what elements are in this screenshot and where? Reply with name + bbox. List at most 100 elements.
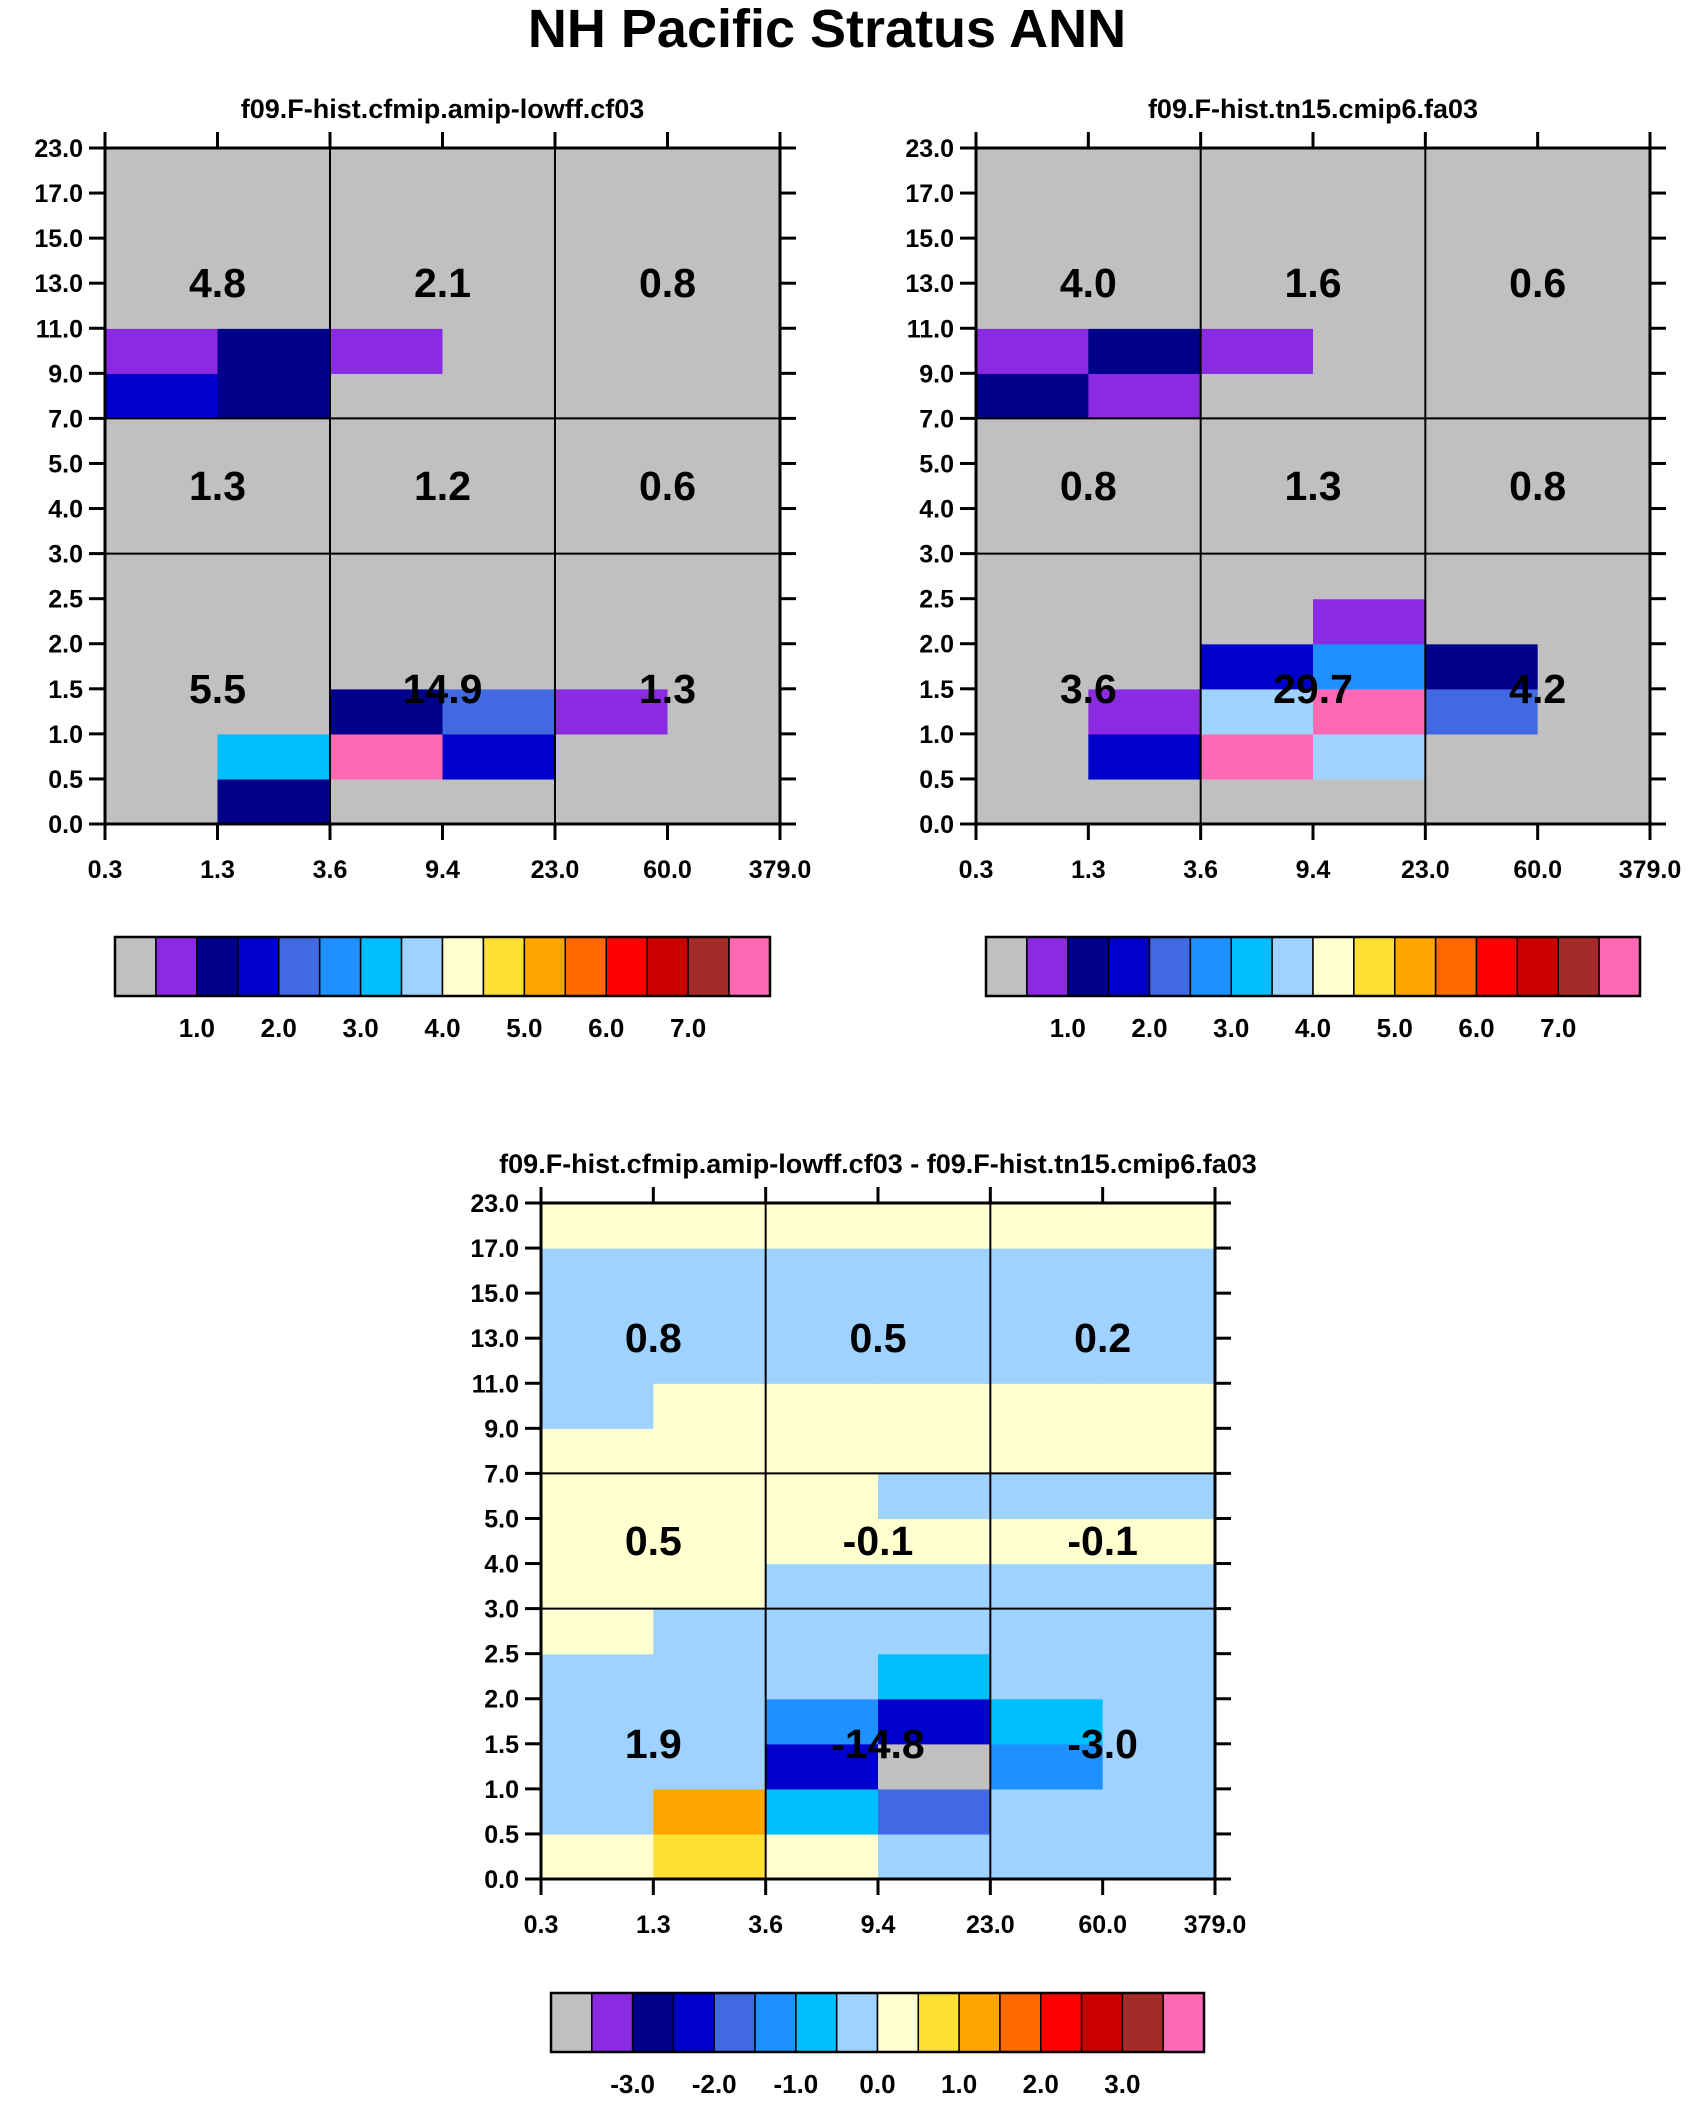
heatmap-cell bbox=[1102, 1743, 1216, 1790]
colorbar-swatch bbox=[1121, 1992, 1164, 2053]
colorbar-label: 7.0 bbox=[670, 1013, 706, 1043]
colorbar-label: 5.0 bbox=[506, 1013, 542, 1043]
y-tick-label: 0.5 bbox=[919, 766, 954, 794]
heatmap-cell bbox=[1537, 688, 1651, 735]
heatmap-cell bbox=[541, 1293, 654, 1339]
colorbar-swatch bbox=[672, 1992, 716, 2053]
heatmap-cell bbox=[1313, 328, 1426, 374]
heatmap-cell bbox=[653, 1428, 767, 1474]
region-value-label: 1.2 bbox=[414, 463, 471, 509]
heatmap-cell bbox=[1200, 778, 1314, 825]
x-tick-label: 60.0 bbox=[643, 856, 692, 884]
colorbar-swatch bbox=[1148, 936, 1192, 997]
heatmap-cell bbox=[667, 553, 781, 600]
colorbar-swatch bbox=[1162, 1992, 1205, 2053]
heatmap-cell bbox=[765, 1248, 879, 1294]
x-tick-label: 0.3 bbox=[959, 856, 994, 884]
heatmap-cell bbox=[541, 1383, 654, 1429]
heatmap-cell bbox=[1537, 418, 1651, 465]
y-tick-label: 15.0 bbox=[470, 1280, 519, 1308]
heatmap-cell bbox=[653, 1833, 767, 1880]
heatmap-cell bbox=[667, 463, 781, 510]
heatmap-cell bbox=[1537, 463, 1651, 510]
colorbar-swatch bbox=[1598, 936, 1641, 997]
heatmap-cell bbox=[1537, 238, 1651, 284]
x-tick-label: 60.0 bbox=[1513, 856, 1562, 884]
heatmap-cell bbox=[1088, 328, 1202, 374]
region-value-label: 1.3 bbox=[639, 666, 696, 712]
y-tick-label: 7.0 bbox=[919, 405, 954, 433]
colorbar-label: 0.0 bbox=[859, 2069, 895, 2099]
colorbar-swatch bbox=[1107, 936, 1151, 997]
colorbar-swatch bbox=[1557, 936, 1600, 997]
colorbar-label: 6.0 bbox=[1458, 1013, 1494, 1043]
heatmap-cell bbox=[442, 418, 556, 465]
colorbar-label: -2.0 bbox=[692, 2069, 737, 2099]
heatmap-cell bbox=[1313, 463, 1426, 510]
heatmap-cell bbox=[1537, 373, 1651, 419]
y-tick-label: 11.0 bbox=[907, 315, 954, 343]
heatmap-cell bbox=[1425, 508, 1539, 555]
heatmap-cell bbox=[990, 1293, 1104, 1339]
heatmap-cell bbox=[667, 418, 781, 465]
heatmap-cell bbox=[667, 193, 781, 239]
heatmap-cell bbox=[1200, 238, 1314, 284]
heatmap-cell bbox=[765, 1698, 879, 1745]
heatmap-cell bbox=[1313, 373, 1426, 419]
colorbar-swatch bbox=[564, 936, 607, 997]
heatmap-cell bbox=[555, 283, 669, 329]
x-tick-label: 23.0 bbox=[966, 1911, 1015, 1939]
heatmap-cell bbox=[330, 553, 444, 600]
heatmap-cell bbox=[217, 148, 331, 194]
heatmap-cell bbox=[765, 1203, 879, 1249]
heatmap-cell bbox=[1425, 643, 1539, 690]
colorbar-swatch bbox=[1394, 936, 1437, 997]
heatmap-cell bbox=[1102, 1698, 1216, 1745]
heatmap-cell bbox=[653, 1653, 767, 1700]
heatmap-cell bbox=[105, 553, 219, 600]
heatmap-cell bbox=[990, 1608, 1104, 1655]
heatmap-cell bbox=[653, 1563, 767, 1610]
heatmap-cell bbox=[653, 1248, 767, 1294]
heatmap-cell bbox=[1088, 553, 1202, 600]
heatmap-cell bbox=[1102, 1203, 1216, 1249]
heatmap-cell bbox=[667, 688, 781, 735]
y-tick-label: 17.0 bbox=[470, 1235, 519, 1263]
heatmap-cell bbox=[976, 148, 1089, 194]
heatmap-cell bbox=[1102, 1473, 1216, 1520]
heatmap-cell bbox=[990, 1248, 1104, 1294]
region-value-label: -3.0 bbox=[1067, 1721, 1138, 1767]
colorbar-label: -3.0 bbox=[610, 2069, 655, 2099]
heatmap-cell bbox=[976, 733, 1089, 780]
heatmap-cell bbox=[541, 1608, 654, 1655]
heatmap-cell bbox=[765, 1788, 879, 1835]
heatmap-cell bbox=[442, 778, 556, 825]
heatmap-cell bbox=[105, 283, 219, 329]
y-tick-label: 0.0 bbox=[919, 811, 954, 839]
colorbar-swatch bbox=[1312, 936, 1355, 997]
colorbar-label: 1.0 bbox=[1050, 1013, 1086, 1043]
y-tick-label: 23.0 bbox=[905, 135, 954, 163]
heatmap-cell bbox=[976, 553, 1089, 600]
heatmap-cell bbox=[442, 193, 556, 239]
x-tick-label: 23.0 bbox=[1401, 856, 1450, 884]
heatmap-cell bbox=[105, 148, 219, 194]
heatmap-cell bbox=[878, 1473, 991, 1520]
region-value-label: 1.3 bbox=[1285, 463, 1342, 509]
heatmap-cell bbox=[765, 1563, 879, 1610]
heatmap-cell bbox=[990, 1788, 1104, 1835]
colorbar-swatch bbox=[728, 936, 771, 997]
heatmap-cell bbox=[541, 1248, 654, 1294]
colorbar-swatch bbox=[1434, 936, 1478, 997]
heatmap-cell bbox=[442, 463, 556, 510]
region-value-label: 1.3 bbox=[189, 463, 246, 509]
heatmap-cell bbox=[105, 643, 219, 690]
colorbar-label: 3.0 bbox=[1213, 1013, 1249, 1043]
heatmap-cell bbox=[1425, 148, 1539, 194]
heatmap-cell bbox=[878, 1788, 991, 1835]
heatmap-cell bbox=[555, 238, 669, 284]
heatmap-cell bbox=[1102, 1428, 1216, 1474]
colorbar-swatch bbox=[835, 1992, 879, 2053]
heatmap-cell bbox=[442, 553, 556, 600]
